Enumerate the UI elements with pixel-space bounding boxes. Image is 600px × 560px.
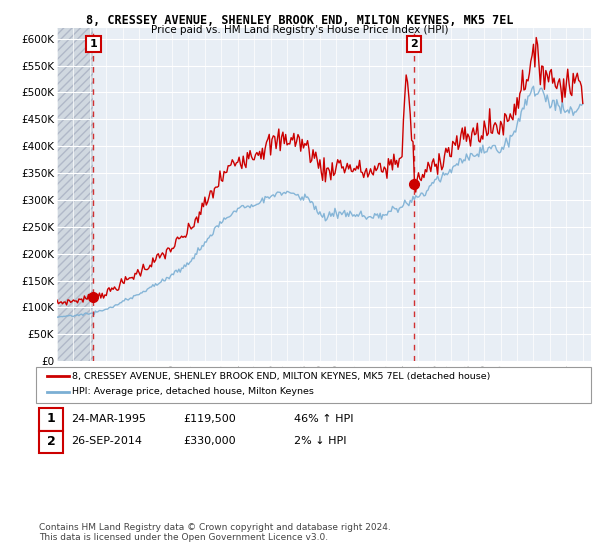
Text: This data is licensed under the Open Government Licence v3.0.: This data is licensed under the Open Gov… [39,533,328,542]
Bar [57,28,94,361]
Text: HPI: Average price, detached house, Milton Keynes: HPI: Average price, detached house, Milt… [72,388,314,396]
Text: Contains HM Land Registry data © Crown copyright and database right 2024.: Contains HM Land Registry data © Crown c… [39,523,391,532]
Text: 8, CRESSEY AVENUE, SHENLEY BROOK END, MILTON KEYNES, MK5 7EL: 8, CRESSEY AVENUE, SHENLEY BROOK END, MI… [86,14,514,27]
Text: 26-SEP-2014: 26-SEP-2014 [71,436,142,446]
Text: £330,000: £330,000 [183,436,236,446]
Text: 46% ↑ HPI: 46% ↑ HPI [294,414,353,424]
Text: Price paid vs. HM Land Registry's House Price Index (HPI): Price paid vs. HM Land Registry's House … [151,25,449,35]
Text: 2% ↓ HPI: 2% ↓ HPI [294,436,347,446]
Text: 2: 2 [410,39,418,49]
Text: £119,500: £119,500 [183,414,236,424]
Text: 1: 1 [47,412,55,426]
Text: 1: 1 [89,39,97,49]
Text: 24-MAR-1995: 24-MAR-1995 [71,414,146,424]
Text: 2: 2 [47,435,55,448]
Text: 8, CRESSEY AVENUE, SHENLEY BROOK END, MILTON KEYNES, MK5 7EL (detached house): 8, CRESSEY AVENUE, SHENLEY BROOK END, MI… [72,372,490,381]
